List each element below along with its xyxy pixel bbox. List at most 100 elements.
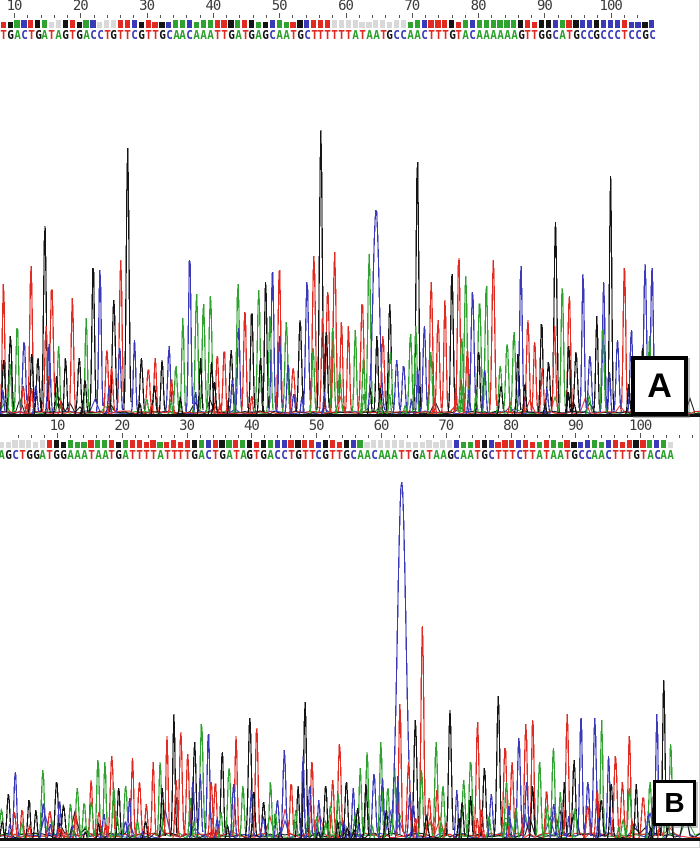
base-letter: A — [667, 448, 675, 462]
quality-block — [159, 22, 165, 28]
trace-peak — [571, 807, 579, 839]
ruler-tick — [570, 15, 572, 18]
base-letter: T — [441, 28, 449, 42]
base-letter: G — [110, 28, 118, 42]
trace-peak — [530, 341, 539, 413]
quality-block — [607, 19, 614, 28]
trace-peak — [170, 713, 178, 837]
trace-peak — [467, 795, 474, 839]
trace-peak — [93, 759, 102, 837]
base-letter: C — [281, 448, 288, 462]
trace-peak — [474, 817, 481, 839]
trace-peak — [395, 703, 404, 837]
trace-peak — [281, 321, 291, 413]
quality-block — [97, 22, 103, 28]
ruler-label: 50 — [308, 418, 325, 434]
trace-peak — [192, 391, 199, 415]
trace-peak — [549, 803, 558, 839]
trace-peak — [576, 717, 586, 837]
quality-block — [516, 439, 522, 448]
base-letter: C — [96, 28, 104, 42]
trace-peak — [185, 259, 194, 413]
quality-block — [288, 439, 294, 448]
quality-block — [435, 19, 441, 28]
base-letter: T — [331, 28, 339, 42]
base-letter: T — [324, 28, 332, 42]
trace-peak — [458, 801, 466, 839]
trace-peak — [401, 405, 408, 415]
trace-peak — [275, 335, 283, 413]
base-letter: G — [294, 448, 302, 462]
ruler-tick — [372, 15, 374, 18]
base-letter: C — [315, 448, 323, 462]
quality-block — [240, 439, 246, 448]
trace-peak — [309, 255, 319, 413]
trace-peak — [190, 741, 199, 837]
trace-peak — [363, 751, 371, 837]
trace-peak — [321, 391, 328, 415]
trace-peak — [372, 335, 381, 413]
base-letter: C — [165, 28, 173, 42]
quality-block — [594, 19, 600, 28]
base-letter: G — [246, 448, 254, 462]
trace-peak — [513, 353, 522, 415]
ruler-b: 10 20 30 40 50 60 70 80 90 100 — [0, 418, 700, 438]
quality-block — [552, 19, 558, 28]
base-letter: G — [262, 28, 270, 42]
quality-block — [357, 439, 363, 448]
base-letter: A — [94, 448, 102, 462]
trace-peak — [167, 379, 176, 415]
trace-peak — [419, 325, 429, 413]
base-letter: T — [46, 448, 54, 462]
base-letter: T — [241, 28, 249, 42]
base-letter: T — [212, 448, 219, 462]
base-letter: A — [557, 448, 564, 462]
base-letter: G — [248, 28, 256, 42]
ruler-tick — [425, 15, 427, 18]
ruler-tick — [640, 433, 642, 438]
ruler-tick — [627, 435, 629, 438]
trace-peak — [514, 737, 524, 837]
ruler-tick — [393, 435, 395, 438]
ruler-tick — [544, 13, 546, 18]
trace-peak — [13, 327, 21, 413]
ruler-tick — [106, 15, 108, 18]
trace-peak — [300, 701, 310, 837]
trace-peak — [480, 369, 489, 415]
quality-block — [495, 442, 501, 448]
base-letter: A — [646, 448, 654, 462]
trace-peak — [523, 319, 532, 413]
ruler-label: 80 — [470, 0, 487, 14]
trace-peak — [334, 819, 341, 839]
base-letter: G — [158, 28, 166, 42]
trace-peak — [585, 393, 593, 415]
ruler-tick — [419, 435, 421, 438]
ruler-tick — [523, 435, 525, 438]
trace-peak — [314, 799, 323, 839]
quality-block — [511, 19, 517, 28]
ruler-tick — [504, 15, 506, 18]
base-letter: T — [428, 28, 435, 42]
base-letter: T — [152, 28, 159, 42]
base-letter: T — [524, 28, 532, 42]
ruler-tick — [199, 435, 201, 438]
trace-peak — [426, 351, 435, 415]
trace-peak — [136, 357, 146, 415]
ruler-tick — [95, 435, 97, 438]
trace-peak — [447, 273, 457, 413]
quality-block — [193, 22, 200, 28]
trace-peak — [571, 401, 578, 415]
base-letter: T — [150, 448, 157, 462]
base-letter: T — [317, 28, 325, 42]
base-letter: G — [296, 28, 304, 42]
quality-block — [309, 439, 315, 448]
base-letter: A — [255, 28, 263, 42]
trace-peak — [156, 761, 164, 837]
quality-block — [442, 19, 448, 28]
trace-peak — [328, 327, 337, 413]
base-letter: A — [239, 448, 247, 462]
trace-peak — [72, 811, 79, 839]
base-letter: T — [501, 448, 509, 462]
quality-block — [640, 439, 646, 448]
quality-block — [633, 439, 639, 448]
